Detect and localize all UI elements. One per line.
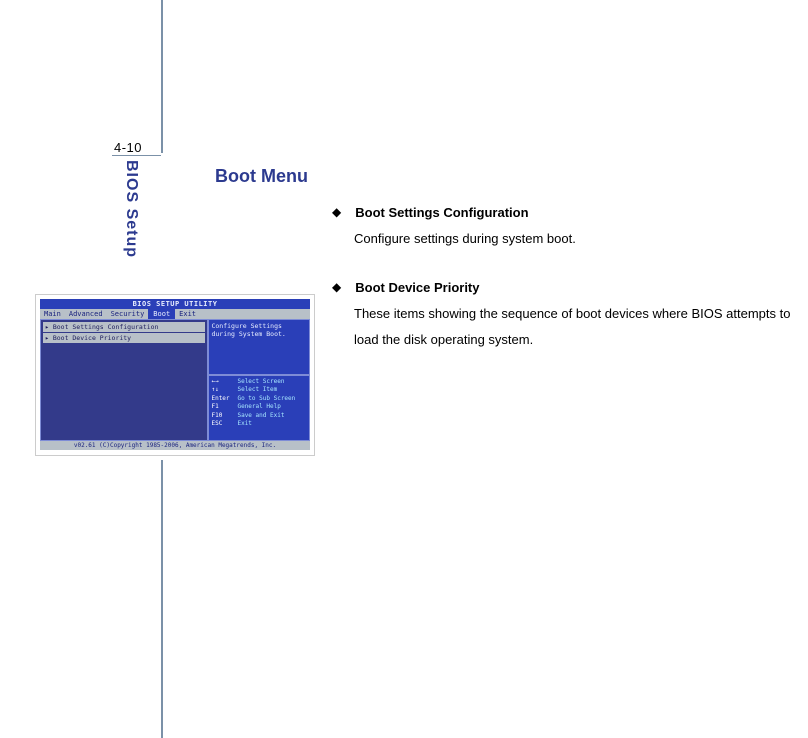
- bios-tab-main: Main: [40, 310, 65, 318]
- bullet-2-title: Boot Device Priority: [355, 275, 479, 301]
- bios-left-item: ▸ Boot Device Priority: [43, 333, 205, 343]
- bios-right-panel: Configure Settingsduring System Boot. ←→…: [208, 319, 310, 441]
- bios-tab-security: Security: [107, 310, 149, 318]
- bullet-1-title: Boot Settings Configuration: [355, 200, 528, 226]
- bios-tab-boot: Boot: [148, 309, 175, 319]
- key-desc: Exit: [237, 420, 251, 428]
- vertical-rule-bottom: [161, 460, 163, 738]
- bios-footer: v02.61 (C)Copyright 1985-2006, American …: [40, 441, 310, 450]
- bullet-2-desc: These items showing the sequence of boot…: [354, 301, 792, 353]
- bios-key-legend: ←→ Select Screen ↑↓ Select Item Enter Go to…: [208, 375, 310, 441]
- key-desc: Go to Sub Screen: [237, 395, 295, 403]
- bullet-1: ◆ Boot Settings Configuration Configure …: [332, 200, 792, 252]
- bios-screenshot: BIOS SETUP UTILITY Main Advanced Securit…: [36, 295, 314, 455]
- bios-tab-exit: Exit: [175, 310, 200, 318]
- side-label: BIOS Setup: [122, 160, 140, 258]
- page-number: 4-10: [114, 140, 142, 155]
- bios-tabs: Main Advanced Security Boot Exit: [40, 309, 310, 319]
- section-heading: Boot Menu: [215, 166, 308, 187]
- key: ESC: [211, 420, 233, 428]
- key: F1: [211, 403, 233, 411]
- key: F10: [211, 412, 233, 420]
- diamond-icon: ◆: [332, 200, 341, 226]
- bios-tab-advanced: Advanced: [65, 310, 107, 318]
- bullet-2: ◆ Boot Device Priority These items showi…: [332, 275, 792, 353]
- bios-help-text: Configure Settingsduring System Boot.: [208, 319, 310, 375]
- key-desc: Select Screen: [237, 378, 284, 386]
- key-desc: General Help: [237, 403, 280, 411]
- key-desc: Select Item: [237, 386, 277, 394]
- key: ↑↓: [211, 386, 233, 394]
- bios-body: ▸ Boot Settings Configuration ▸ Boot Dev…: [40, 319, 310, 441]
- bios-left-item: ▸ Boot Settings Configuration: [43, 322, 205, 332]
- bios-left-panel: ▸ Boot Settings Configuration ▸ Boot Dev…: [40, 319, 208, 441]
- key: Enter: [211, 395, 233, 403]
- bullet-1-desc: Configure settings during system boot.: [354, 226, 792, 252]
- page-number-rule: [112, 155, 161, 156]
- vertical-rule-top: [161, 0, 163, 153]
- key: ←→: [211, 378, 233, 386]
- bios-title: BIOS SETUP UTILITY: [40, 299, 310, 309]
- diamond-icon: ◆: [332, 275, 341, 301]
- key-desc: Save and Exit: [237, 412, 284, 420]
